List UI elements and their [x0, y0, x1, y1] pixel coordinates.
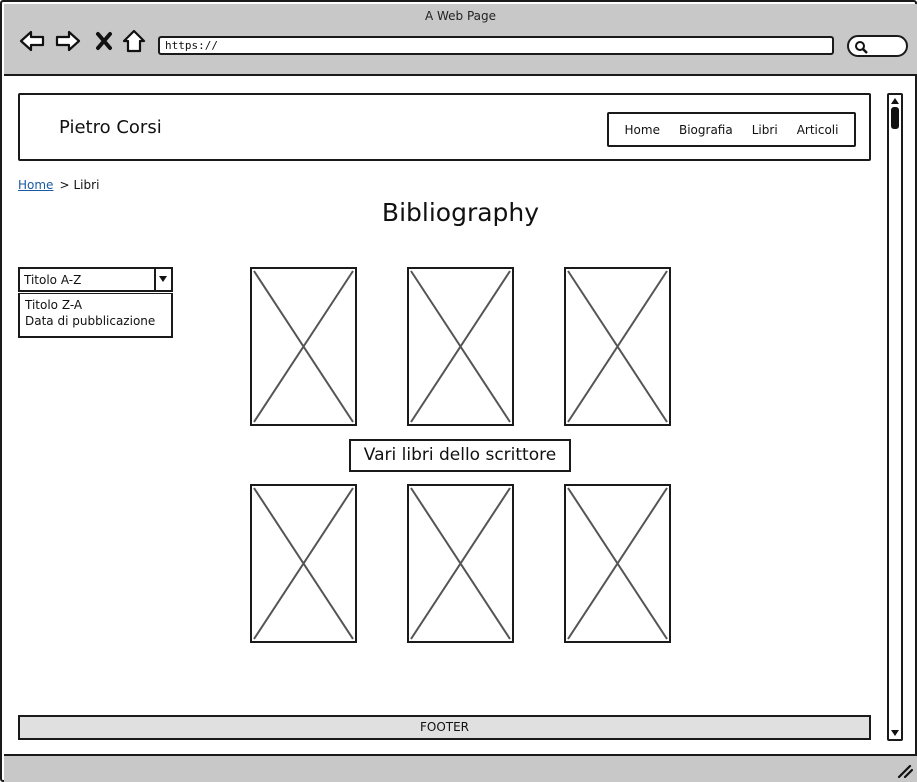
page-title: Bibliography [381, 198, 540, 227]
sort-option-data-pubblicazione[interactable]: Data di pubblicazione [25, 314, 156, 328]
status-bar [4, 754, 917, 782]
books-caption: Vari libri dello scrittore [349, 439, 571, 472]
url-input[interactable]: https:// [158, 36, 834, 55]
breadcrumb-current: Libri [73, 178, 100, 192]
image-placeholder-icon [253, 487, 354, 640]
image-placeholder-icon [567, 487, 668, 640]
forward-arrow-icon[interactable] [55, 28, 81, 54]
nav-item-home[interactable]: Home [624, 122, 660, 137]
back-arrow-icon[interactable] [19, 28, 45, 54]
nav-item-libri[interactable]: Libri [751, 122, 778, 137]
chevron-down-icon[interactable] [154, 269, 171, 290]
scrollbar-thumb[interactable] [891, 107, 899, 129]
book-image-placeholder[interactable] [407, 267, 514, 426]
image-placeholder-icon [567, 270, 668, 423]
sort-options-list: Titolo Z-A Data di pubblicazione [18, 293, 173, 338]
sort-selected-value: Titolo A-Z [24, 273, 82, 287]
browser-chrome: A Web Page https:// [4, 4, 917, 76]
image-placeholder-icon [410, 487, 511, 640]
search-icon [855, 41, 868, 54]
nav-item-biografia[interactable]: Biografia [678, 122, 733, 137]
nav-item-articoli[interactable]: Articoli [796, 122, 839, 137]
book-image-placeholder[interactable] [407, 484, 514, 643]
scroll-down-icon[interactable] [890, 728, 900, 738]
main-nav: Home Biografia Libri Articoli [607, 112, 856, 147]
page-footer: FOOTER [18, 715, 871, 740]
book-image-placeholder[interactable] [564, 267, 671, 426]
browser-search-field[interactable] [847, 35, 908, 57]
image-placeholder-icon [253, 270, 354, 423]
window-title: A Web Page [424, 9, 497, 23]
resize-grip-icon[interactable] [897, 764, 913, 778]
scroll-up-icon[interactable] [890, 96, 900, 106]
breadcrumb-separator: > [59, 178, 70, 192]
image-placeholder-icon [410, 270, 511, 423]
stop-icon[interactable] [92, 28, 118, 54]
book-image-placeholder[interactable] [250, 267, 357, 426]
book-image-placeholder[interactable] [250, 484, 357, 643]
breadcrumb-home-link[interactable]: Home [18, 178, 54, 192]
sort-dropdown[interactable]: Titolo A-Z [18, 267, 173, 292]
book-image-placeholder[interactable] [564, 484, 671, 643]
breadcrumb: Home > Libri [18, 178, 99, 192]
home-icon[interactable] [121, 28, 147, 54]
sort-option-titolo-z-a[interactable]: Titolo Z-A [25, 298, 83, 312]
vertical-scrollbar[interactable] [887, 93, 903, 741]
site-header: Pietro Corsi Home Biografia Libri Artico… [18, 93, 871, 161]
site-name[interactable]: Pietro Corsi [59, 117, 162, 138]
